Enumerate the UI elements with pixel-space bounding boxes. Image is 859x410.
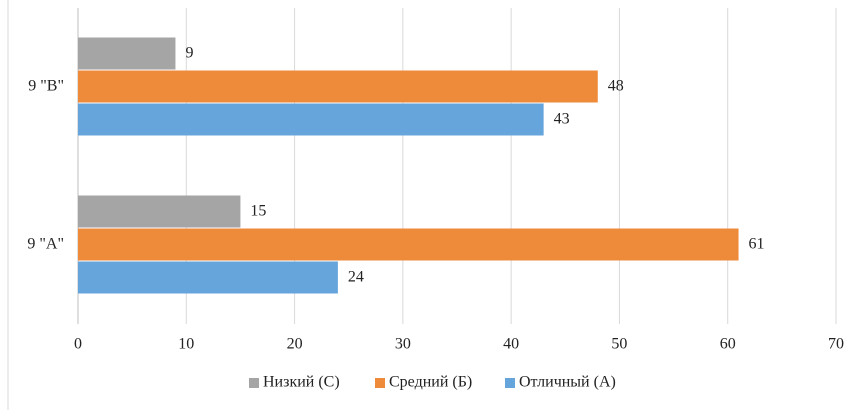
bar <box>78 228 739 261</box>
legend-label: Низкий (С) <box>263 374 340 391</box>
data-label: 61 <box>749 236 765 253</box>
legend-swatch <box>375 378 385 388</box>
bar <box>78 37 176 70</box>
x-tick-label: 40 <box>503 336 519 353</box>
x-tick-label: 60 <box>720 336 736 353</box>
x-tick-label: 20 <box>287 336 303 353</box>
x-tick-label: 10 <box>178 336 194 353</box>
legend-swatch <box>249 378 259 388</box>
data-label: 24 <box>348 269 364 286</box>
data-label: 48 <box>608 78 624 95</box>
x-tick-label: 30 <box>395 336 411 353</box>
bar <box>78 70 598 103</box>
x-tick-label: 50 <box>611 336 627 353</box>
legend-swatch <box>505 378 515 388</box>
data-label: 9 <box>185 45 193 62</box>
x-tick-label: 0 <box>74 336 82 353</box>
legend-label: Отличный (А) <box>519 374 616 391</box>
data-label: 15 <box>250 203 266 220</box>
y-tick-label: 9 "В" <box>28 78 64 95</box>
x-tick-label: 70 <box>828 336 844 353</box>
bar <box>78 261 338 294</box>
legend-label: Средний (Б) <box>389 374 472 391</box>
bar <box>78 103 544 136</box>
y-tick-label: 9 "А" <box>27 236 64 253</box>
data-label: 43 <box>554 111 570 128</box>
bar <box>78 195 241 228</box>
